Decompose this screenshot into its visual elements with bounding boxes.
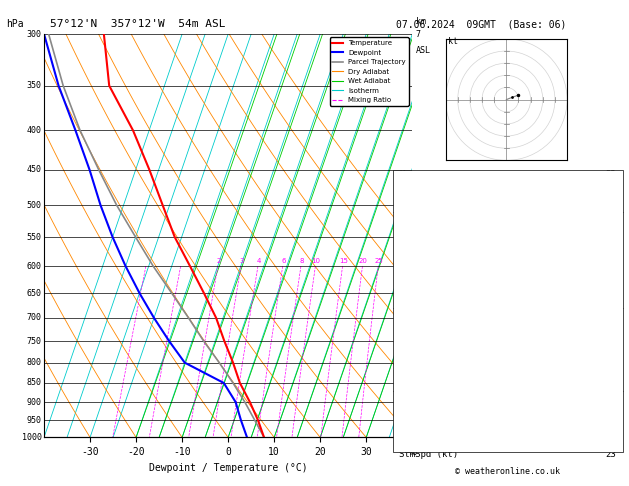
Text: 500: 500: [26, 201, 42, 209]
Text: 550: 550: [26, 233, 42, 242]
Text: 5: 5: [416, 201, 421, 209]
Text: 700: 700: [26, 313, 42, 322]
Text: Most Unstable: Most Unstable: [473, 311, 543, 320]
Text: CIN (J): CIN (J): [399, 379, 437, 388]
Text: Hodograph: Hodograph: [484, 395, 532, 404]
Text: 57°12'N  357°12'W  54m ASL: 57°12'N 357°12'W 54m ASL: [50, 19, 226, 30]
Text: 25: 25: [374, 258, 383, 263]
Text: SREH: SREH: [399, 422, 421, 432]
Text: 450: 450: [26, 165, 42, 174]
Text: 3: 3: [240, 258, 244, 263]
Text: 650: 650: [26, 289, 42, 297]
Text: 950: 950: [26, 416, 42, 425]
Text: Surface: Surface: [489, 213, 526, 223]
Text: Mixing Ratio (g/kg): Mixing Ratio (g/kg): [417, 215, 426, 295]
Text: 07.06.2024  09GMT  (Base: 06): 07.06.2024 09GMT (Base: 06): [396, 19, 567, 30]
Text: CIN (J): CIN (J): [399, 295, 437, 304]
Text: 3: 3: [416, 313, 421, 322]
Text: 600: 600: [26, 262, 42, 271]
Text: hPa: hPa: [6, 19, 24, 30]
Text: 750: 750: [600, 325, 616, 334]
Text: 0: 0: [611, 365, 616, 375]
Text: 900: 900: [26, 398, 42, 407]
Text: 4: 4: [416, 262, 421, 271]
Text: 7: 7: [416, 30, 421, 38]
Text: 1.3: 1.3: [600, 197, 616, 207]
Text: 4.1: 4.1: [600, 241, 616, 250]
Text: CAPE (J): CAPE (J): [399, 365, 442, 375]
Text: 2: 2: [217, 258, 221, 263]
Text: 3: 3: [611, 352, 616, 361]
Text: 0: 0: [611, 295, 616, 304]
Text: Lifted Index: Lifted Index: [399, 352, 464, 361]
Text: Lifted Index: Lifted Index: [399, 268, 464, 277]
Text: 1: 1: [416, 398, 421, 407]
Text: 2: 2: [416, 358, 421, 367]
Text: θₑ (K): θₑ (K): [399, 338, 431, 347]
Text: 53: 53: [606, 409, 616, 418]
X-axis label: Dewpoint / Temperature (°C): Dewpoint / Temperature (°C): [149, 463, 308, 473]
Text: θₑ(K): θₑ(K): [399, 254, 426, 263]
Text: 1000: 1000: [22, 433, 42, 442]
Text: 750: 750: [26, 336, 42, 346]
Legend: Temperature, Dewpoint, Parcel Trajectory, Dry Adiabat, Wet Adiabat, Isotherm, Mi: Temperature, Dewpoint, Parcel Trajectory…: [330, 37, 409, 106]
Text: 400: 400: [26, 126, 42, 135]
Text: PW (cm): PW (cm): [399, 197, 437, 207]
Text: K: K: [399, 170, 405, 179]
Text: 23: 23: [606, 170, 616, 179]
Text: Totals Totals: Totals Totals: [399, 184, 469, 193]
Text: 289°: 289°: [595, 436, 616, 445]
Text: ASL: ASL: [416, 46, 431, 55]
Text: 4: 4: [257, 258, 261, 263]
Text: 800: 800: [26, 358, 42, 367]
Text: kt: kt: [448, 37, 458, 46]
Text: Temp (°C): Temp (°C): [399, 227, 448, 236]
Text: EH: EH: [399, 409, 410, 418]
Text: 8: 8: [299, 258, 304, 263]
Text: Pressure (mb): Pressure (mb): [399, 325, 469, 334]
Text: 40: 40: [606, 422, 616, 432]
Text: LCL: LCL: [416, 417, 429, 423]
Text: 54: 54: [606, 184, 616, 193]
Text: 20: 20: [359, 258, 367, 263]
Text: © weatheronline.co.uk: © weatheronline.co.uk: [455, 467, 560, 476]
Text: Dewp (°C): Dewp (°C): [399, 241, 448, 250]
Text: 23: 23: [606, 450, 616, 459]
Text: km: km: [416, 17, 426, 26]
Text: StmSpd (kt): StmSpd (kt): [399, 450, 459, 459]
Text: 300: 300: [26, 30, 42, 38]
Text: 7.8: 7.8: [600, 227, 616, 236]
Text: 0: 0: [611, 379, 616, 388]
Text: StmDir: StmDir: [399, 436, 431, 445]
Text: 350: 350: [26, 81, 42, 90]
Text: 6: 6: [281, 258, 286, 263]
Text: 295: 295: [600, 254, 616, 263]
Text: 850: 850: [26, 379, 42, 387]
Text: 10: 10: [312, 258, 321, 263]
Text: 0: 0: [611, 281, 616, 291]
Text: 15: 15: [339, 258, 348, 263]
Text: CAPE (J): CAPE (J): [399, 281, 442, 291]
Text: 4: 4: [611, 268, 616, 277]
Text: 295: 295: [600, 338, 616, 347]
